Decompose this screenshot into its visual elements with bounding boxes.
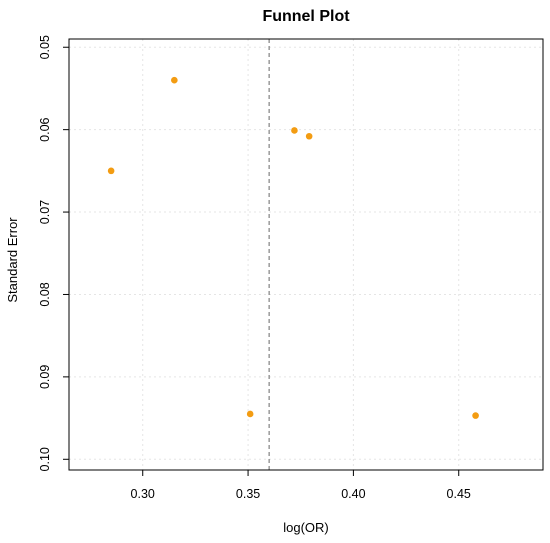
- data-point: [291, 127, 298, 134]
- chart-title: Funnel Plot: [262, 8, 350, 25]
- data-point: [107, 167, 115, 175]
- data-points: [107, 76, 479, 419]
- y-axis-label: Standard Error: [5, 217, 20, 303]
- y-tick-label: 0.06: [38, 117, 52, 141]
- y-tick-label: 0.05: [38, 35, 52, 59]
- grid: [69, 39, 543, 470]
- y-tick-label: 0.09: [38, 365, 52, 389]
- data-point: [305, 132, 313, 140]
- y-axis: 0.05 0.06 0.07 0.08 0.09 0.10: [38, 35, 69, 471]
- data-point: [472, 412, 479, 419]
- x-axis: 0.30 0.35 0.40 0.45: [131, 470, 471, 501]
- y-tick-label: 0.07: [38, 200, 52, 224]
- y-tick-label: 0.10: [38, 447, 52, 471]
- data-point: [246, 410, 254, 418]
- x-axis-label: log(OR): [283, 520, 329, 535]
- x-tick-label: 0.45: [447, 487, 471, 501]
- plot-frame: [68, 38, 544, 471]
- x-tick-label: 0.40: [341, 487, 365, 501]
- y-tick-label: 0.08: [38, 282, 52, 306]
- data-point: [171, 76, 178, 84]
- x-tick-label: 0.35: [236, 487, 260, 501]
- x-tick-label: 0.30: [131, 487, 155, 501]
